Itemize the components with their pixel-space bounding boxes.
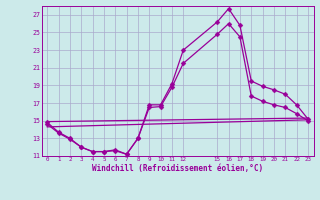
X-axis label: Windchill (Refroidissement éolien,°C): Windchill (Refroidissement éolien,°C)	[92, 164, 263, 173]
